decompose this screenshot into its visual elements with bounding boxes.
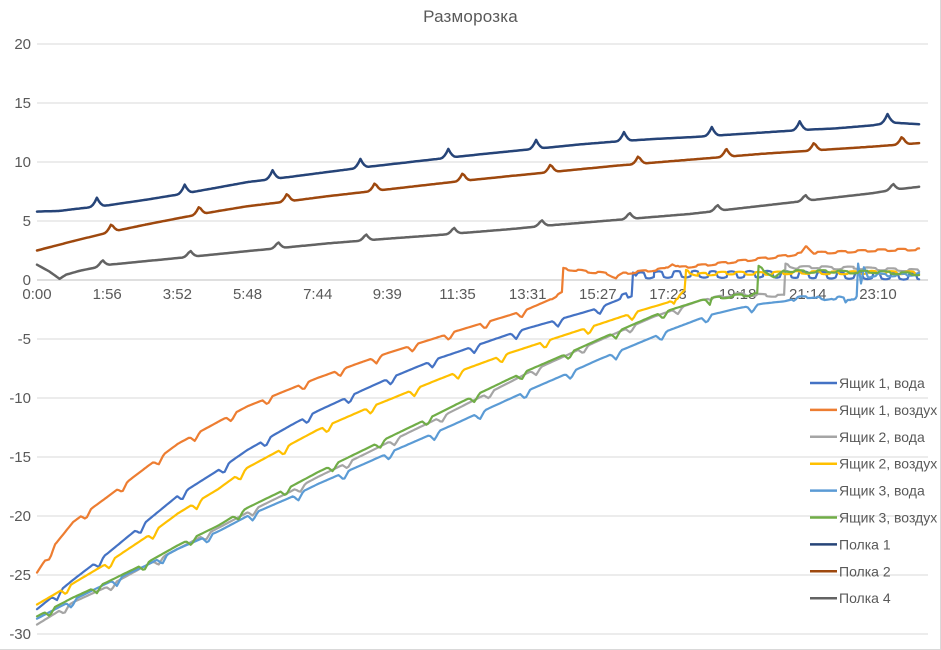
legend: Ящик 1, вода Ящик 1, воздух Ящик 2, вода Ящ… [810,375,937,606]
x-tick-label: 9:39 [373,286,402,303]
series-line-Полка 1 [35,112,921,213]
legend-label: Полка 4 [839,590,891,606]
y-tick-label: 10 [14,154,31,171]
legend-label: Полка 1 [839,536,891,552]
x-tick-label: 3:52 [163,286,192,303]
gridlines [37,43,928,635]
y-tick-label: -5 [18,331,31,348]
y-tick-label: -30 [9,626,31,643]
series-line-Ящик 2, вода [35,262,921,626]
legend-label: Ящик 2, воздух [839,456,937,472]
chart-title: Разморозка [423,7,518,26]
series-line-Полка 4 [35,182,921,281]
x-tick-label: 11:35 [439,286,475,303]
series-line-Ящик 1, воздух [35,245,921,574]
series-line-Ящик 1, вода [35,269,921,611]
series-line-Ящик 3, вода [35,262,921,620]
legend-label: Ящик 1, вода [839,375,925,391]
y-tick-label: -10 [9,390,31,407]
y-tick-label: 15 [14,95,31,112]
x-tick-label: 0:00 [22,286,51,303]
x-tick-label: 7:44 [303,286,332,303]
x-tick-label: 23:10 [859,286,897,303]
y-tick-label: 20 [14,36,31,53]
legend-label: Ящик 3, вода [839,483,925,499]
series-line-Ящик 3, воздух [35,264,921,618]
legend-label: Ящик 3, воздух [839,510,937,526]
y-tick-label: -20 [9,508,31,525]
legend-label: Ящик 2, вода [839,429,925,445]
x-tick-label: 1:56 [93,286,122,303]
x-tick-label: 15:27 [579,286,617,303]
y-tick-label: 0 [23,272,31,289]
x-tick-label: 5:48 [233,286,262,303]
y-tick-label: -25 [9,567,31,584]
x-tick-label: 13:31 [509,286,547,303]
legend-label: Ящик 1, воздух [839,402,937,418]
legend-label: Полка 2 [839,563,891,579]
y-tick-label: 5 [23,213,31,230]
y-tick-label: -15 [9,449,31,466]
x-tick-label: 21:14 [789,286,827,303]
series-lines [35,112,921,626]
series-line-Полка 2 [35,136,921,252]
